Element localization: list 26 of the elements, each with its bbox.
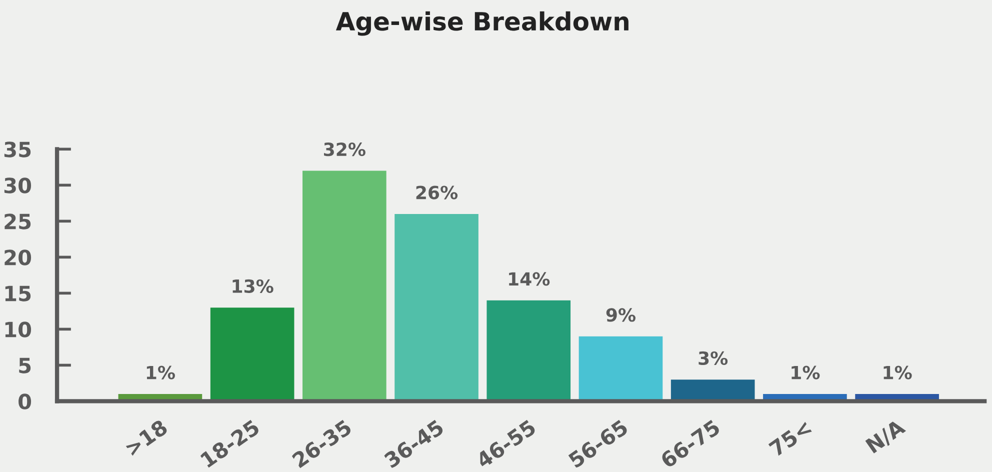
bar xyxy=(486,300,571,402)
bar xyxy=(210,308,294,402)
data-label: 14% xyxy=(509,272,550,286)
x-tick-label: 75< xyxy=(768,420,812,457)
y-tick-label: 35 xyxy=(4,142,31,158)
y-tick-label: 0 xyxy=(18,394,32,410)
chart-title: Age-wise Breakdown xyxy=(336,11,628,36)
y-tick-label: 10 xyxy=(5,322,32,338)
bar xyxy=(394,214,478,402)
data-label: 32% xyxy=(324,142,366,156)
y-tick-label: 25 xyxy=(4,214,31,230)
bar xyxy=(670,380,755,402)
bar xyxy=(302,170,386,402)
data-label: 1% xyxy=(792,366,820,380)
data-label: 9% xyxy=(606,308,636,322)
x-tick-label: N/A xyxy=(865,418,908,455)
data-label: 26% xyxy=(416,186,458,200)
y-tick-label: 5 xyxy=(19,358,31,374)
y-tick-label: 30 xyxy=(4,178,32,194)
bar xyxy=(578,336,663,402)
data-label: 1% xyxy=(884,366,912,380)
y-tick-label: 20 xyxy=(4,250,32,266)
data-label: 3% xyxy=(698,351,728,365)
y-tick-label: 15 xyxy=(5,286,31,302)
data-label: 1% xyxy=(146,366,175,380)
data-label: 13% xyxy=(232,279,274,293)
